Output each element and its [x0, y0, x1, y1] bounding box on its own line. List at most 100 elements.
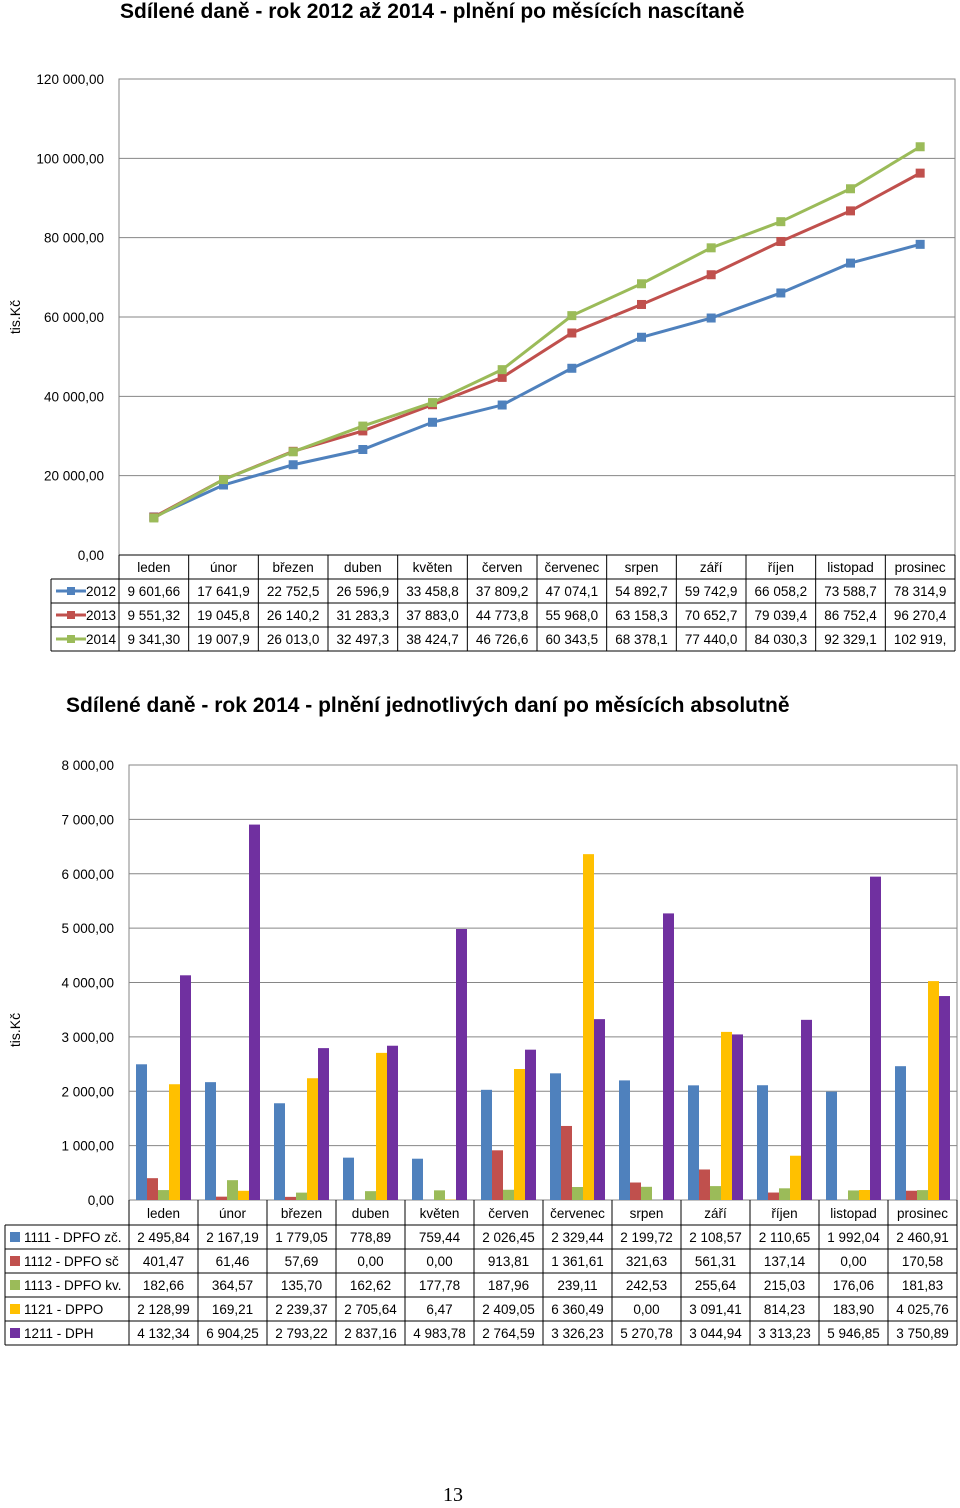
x-category-label: leden	[147, 1206, 180, 1221]
bar	[147, 1178, 158, 1200]
data-cell: 31 283,3	[337, 608, 390, 623]
data-cell: 778,89	[350, 1230, 391, 1245]
data-cell: 401,47	[143, 1254, 184, 1269]
data-point	[428, 398, 437, 408]
bar	[619, 1080, 630, 1200]
series-line	[153, 242, 921, 519]
bar	[227, 1180, 238, 1200]
data-cell: 9 551,32	[128, 608, 181, 623]
series-line	[153, 145, 921, 520]
data-cell: 96 270,4	[894, 608, 947, 623]
data-cell: 26 013,0	[267, 632, 320, 647]
data-point	[776, 217, 786, 227]
data-point	[288, 447, 298, 457]
x-category-label: březen	[273, 560, 314, 575]
bar	[481, 1089, 492, 1200]
y-tick-label: 100 000,00	[36, 151, 104, 166]
bar	[641, 1186, 652, 1200]
y-axis-label: tis.Kč	[7, 1013, 23, 1047]
data-point	[149, 513, 159, 523]
legend-marker	[10, 1328, 20, 1338]
legend-marker	[67, 611, 75, 619]
data-cell: 242,53	[626, 1278, 667, 1293]
data-cell: 3 750,89	[896, 1326, 949, 1341]
data-cell: 3 044,94	[689, 1326, 742, 1341]
data-cell: 55 968,0	[546, 608, 599, 623]
data-cell: 78 314,9	[894, 584, 947, 599]
y-tick-label: 80 000,00	[44, 231, 104, 246]
data-cell: 169,21	[212, 1302, 253, 1317]
bar	[412, 1158, 423, 1200]
bar	[779, 1188, 790, 1200]
legend-entry: 2012	[86, 584, 116, 599]
x-category-label: červenec	[544, 560, 599, 575]
legend-marker	[67, 587, 75, 595]
x-category-label: srpen	[630, 1206, 664, 1221]
data-cell: 47 074,1	[546, 584, 599, 599]
bar	[757, 1085, 768, 1200]
cumulative-line-chart: 0,00 20 000,00 40 000,00 60 000,00 80 000,00…	[7, 72, 956, 652]
bar	[550, 1073, 561, 1200]
data-point	[219, 480, 228, 490]
data-cell: 2 329,44	[551, 1230, 604, 1245]
data-cell: 1 779,05	[275, 1230, 328, 1245]
data-cell: 19 045,8	[197, 608, 250, 623]
y-tick-label: 5 000,00	[61, 921, 114, 936]
data-cell: 61,46	[216, 1254, 250, 1269]
bar	[296, 1192, 307, 1200]
bar	[365, 1191, 376, 1200]
x-category-label: duben	[344, 560, 382, 575]
bar	[561, 1125, 572, 1200]
data-cell: 6 904,25	[206, 1326, 259, 1341]
data-cell: 2 705,64	[344, 1302, 397, 1317]
y-tick-label: 0,00	[78, 548, 104, 563]
data-cell: 2 128,99	[137, 1302, 190, 1317]
y-tick-label: 40 000,00	[44, 389, 104, 404]
data-point	[846, 184, 855, 194]
y-tick-label: 60 000,00	[44, 310, 104, 325]
data-point	[219, 475, 228, 485]
y-tick-label: 3 000,00	[61, 1030, 114, 1045]
data-cell: 2 793,22	[275, 1326, 328, 1341]
data-cell: 46 726,6	[476, 632, 529, 647]
data-point	[706, 243, 716, 253]
bar	[456, 929, 467, 1200]
data-cell: 17 641,9	[197, 584, 250, 599]
x-category-label: červen	[482, 560, 523, 575]
data-cell: 4 132,34	[137, 1326, 190, 1341]
x-category-label: prosinec	[897, 1206, 948, 1221]
bar	[492, 1150, 503, 1200]
legend-marker	[67, 635, 75, 643]
data-cell: 70 652,7	[685, 608, 738, 623]
bar	[285, 1196, 296, 1200]
data-cell: 84 030,3	[755, 632, 808, 647]
bar	[180, 975, 191, 1200]
bar	[710, 1186, 721, 1200]
legend-entry: 2013	[86, 608, 116, 623]
data-point	[915, 239, 925, 249]
data-cell: 561,31	[695, 1254, 736, 1269]
x-category-label: prosinec	[895, 560, 946, 575]
data-point	[637, 299, 646, 309]
data-point	[497, 365, 507, 375]
data-cell: 759,44	[419, 1230, 461, 1245]
data-cell: 177,78	[419, 1278, 460, 1293]
bar	[906, 1190, 917, 1200]
data-cell: 137,14	[764, 1254, 806, 1269]
data-cell: 37 809,2	[476, 584, 529, 599]
data-point	[637, 332, 646, 342]
x-category-label: leden	[137, 560, 170, 575]
data-point	[428, 417, 437, 427]
y-tick-label: 7 000,00	[61, 812, 114, 827]
bar	[572, 1186, 583, 1200]
data-point	[637, 279, 646, 289]
data-cell: 0,00	[426, 1254, 452, 1269]
data-cell: 239,11	[557, 1278, 597, 1293]
data-cell: 321,63	[626, 1254, 667, 1269]
bar	[688, 1085, 699, 1200]
data-cell: 2 167,19	[206, 1230, 259, 1245]
bar	[136, 1064, 147, 1200]
x-category-label: listopad	[827, 560, 874, 575]
legend-entry: 1112 - DPFO sč	[24, 1254, 119, 1269]
bar	[630, 1182, 641, 1200]
